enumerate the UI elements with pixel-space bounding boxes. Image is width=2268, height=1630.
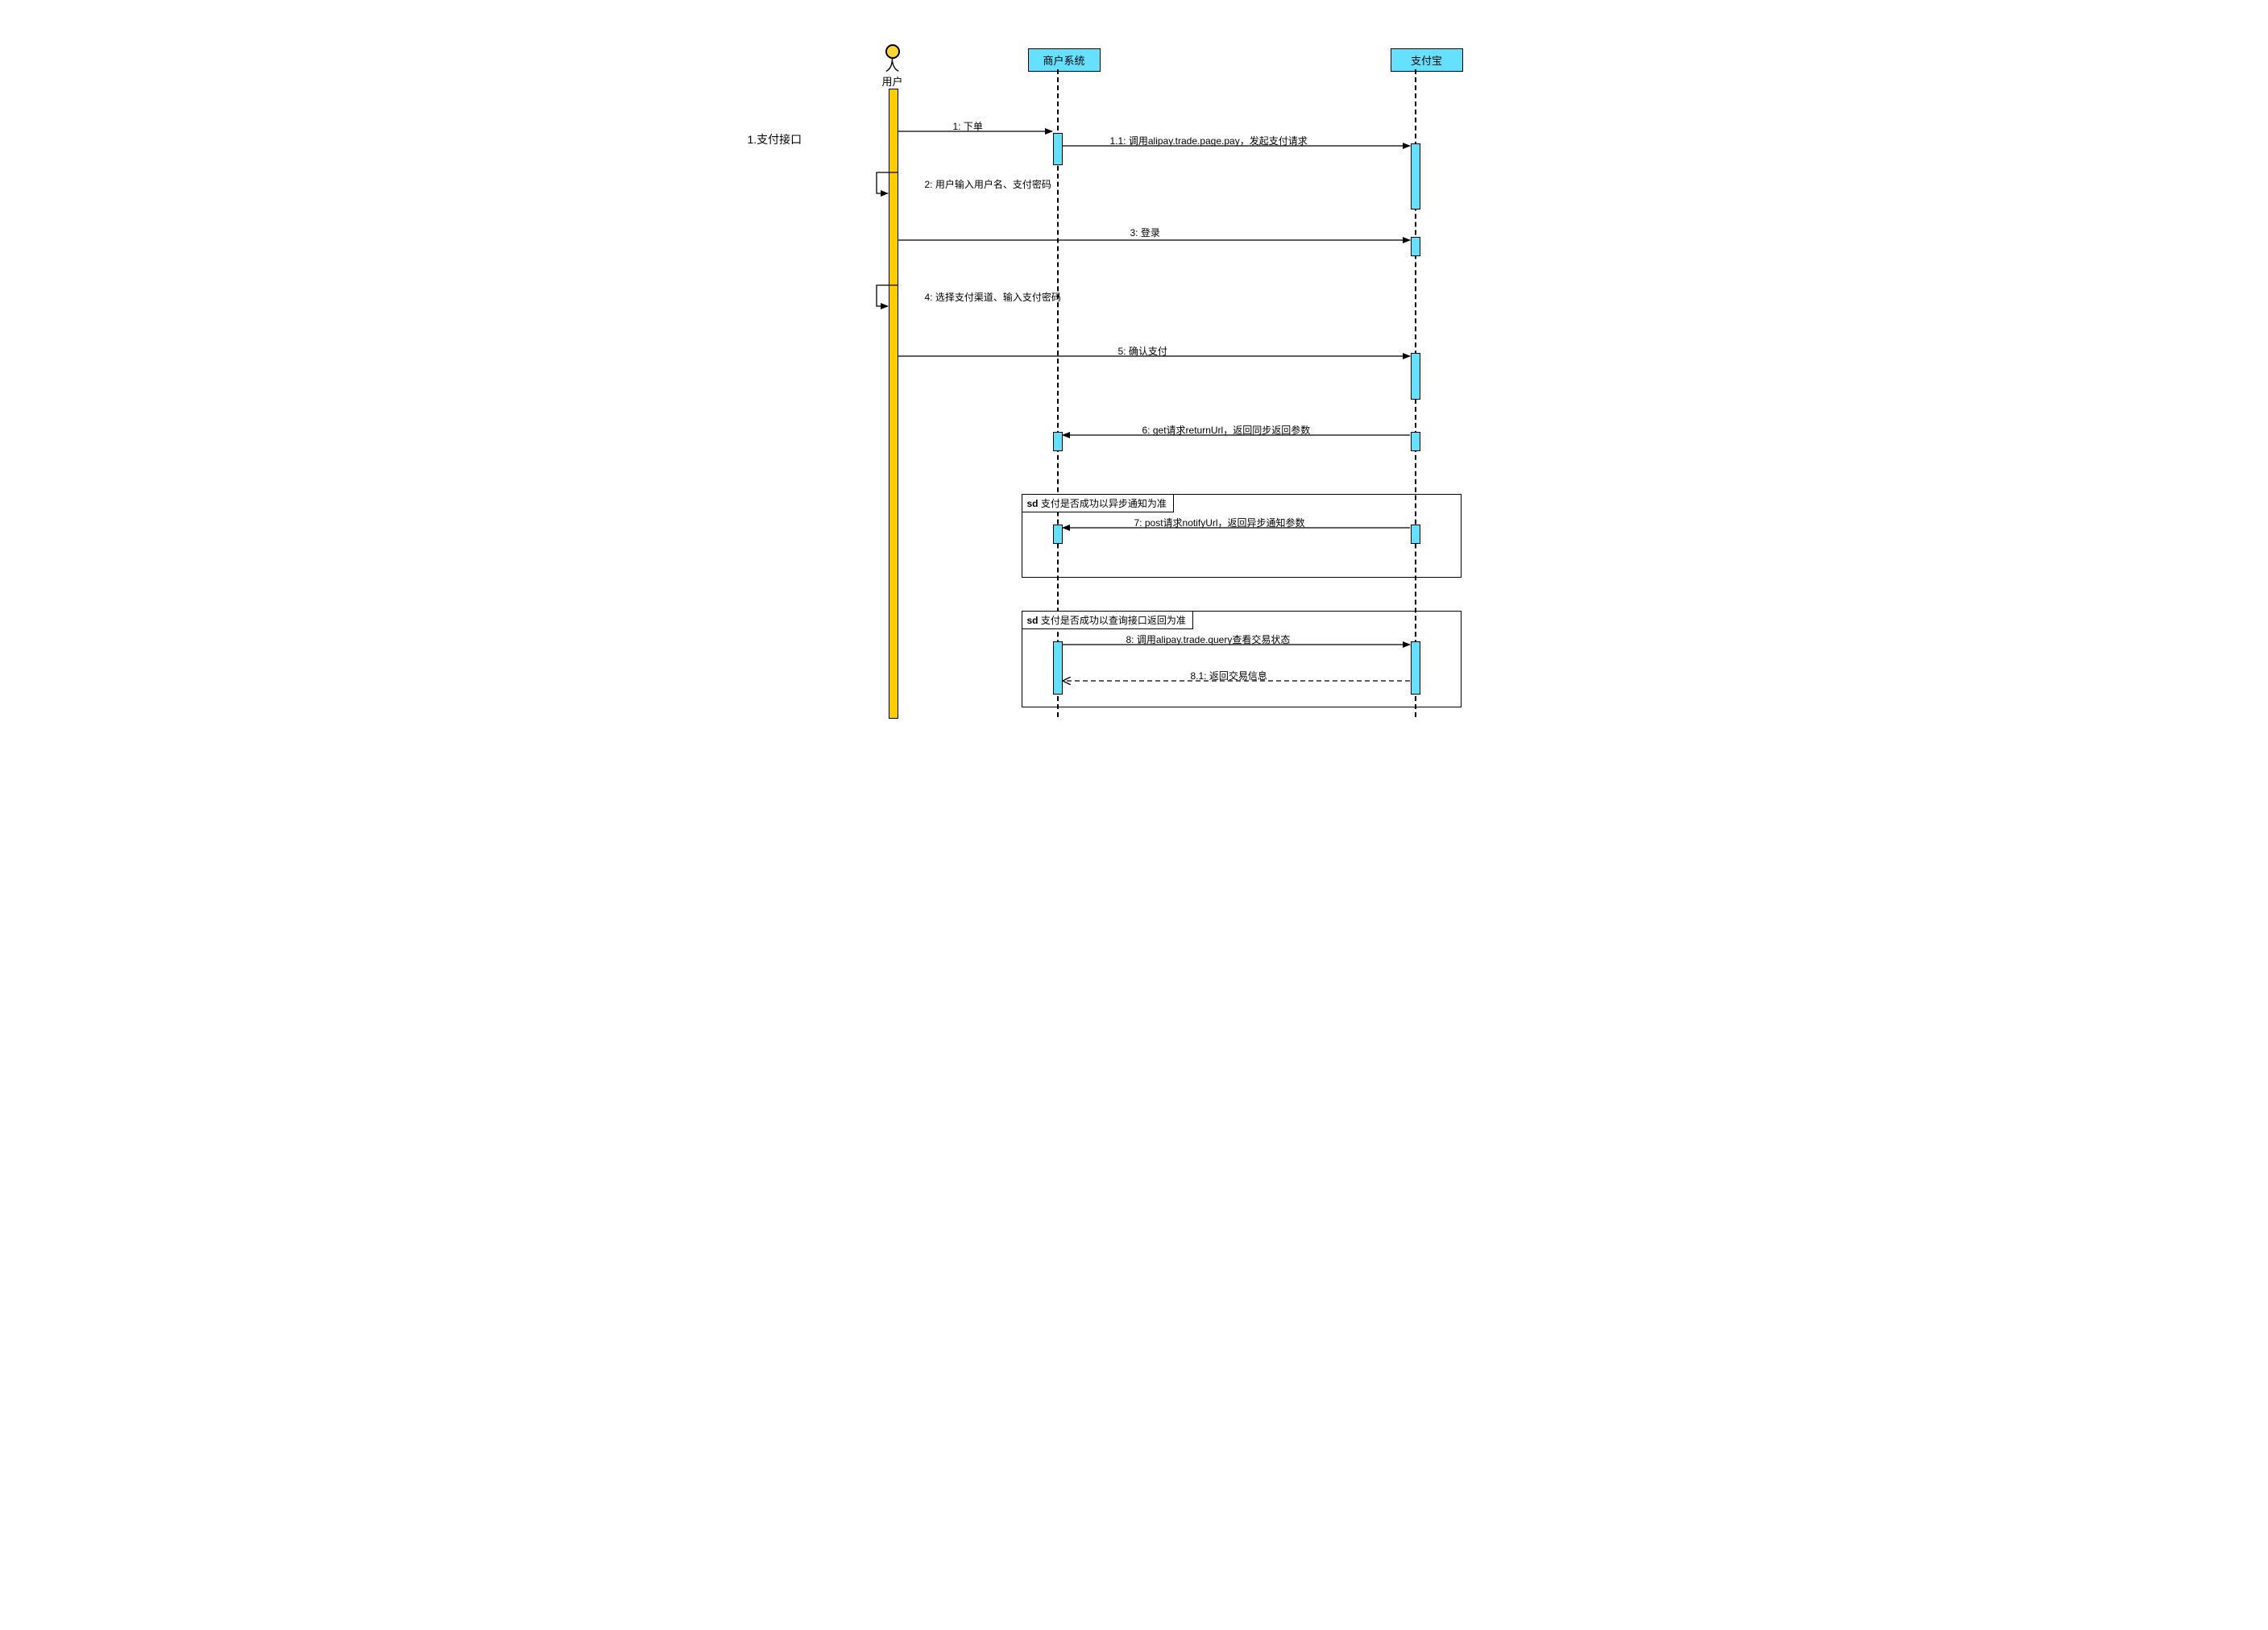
fragment-sd1-text: 支付是否成功以异步通知为准 bbox=[1041, 498, 1167, 509]
msg-7-label: 7: post请求notifyUrl，返回异步通知参数 bbox=[1134, 516, 1305, 529]
section-title: 1.支付接口 bbox=[748, 131, 802, 147]
msg-5-label: 5: 确认支付 bbox=[1118, 344, 1167, 358]
msg-8-label: 8: 调用alipay.trade.query查看交易状态 bbox=[1126, 633, 1291, 646]
participant-merchant-label: 商户系统 bbox=[1043, 55, 1084, 67]
participant-merchant: 商户系统 bbox=[1028, 48, 1101, 72]
participant-alipay: 支付宝 bbox=[1391, 48, 1463, 72]
actor-user-label: 用户 bbox=[881, 73, 905, 89]
activation-merchant-1 bbox=[1053, 133, 1063, 165]
msg-8-1-label: 8.1: 返回交易信息 bbox=[1191, 669, 1267, 682]
msg-2-label: 2: 用户输入用户名、支付密码 bbox=[925, 177, 1051, 191]
fragment-sd2: sd 支付是否成功以查询接口返回为准 bbox=[1022, 611, 1462, 707]
sequence-diagram: 1.支付接口 人 用户 商户系统 支付宝 sd 支付是否成功以异步通知为准 sd… bbox=[635, 0, 1634, 725]
activation-alipay-1 bbox=[1411, 143, 1420, 209]
actor-body-icon: 人 bbox=[881, 59, 905, 73]
activation-merchant-2 bbox=[1053, 432, 1063, 451]
activation-alipay-3 bbox=[1411, 353, 1420, 400]
msg-3-label: 3: 登录 bbox=[1130, 226, 1160, 239]
lifeline-user-activation bbox=[889, 89, 898, 719]
fragment-sd1: sd 支付是否成功以异步通知为准 bbox=[1022, 494, 1462, 578]
actor-head-icon bbox=[885, 44, 900, 59]
msg-1-label: 1: 下单 bbox=[953, 119, 983, 133]
fragment-sd2-text: 支付是否成功以查询接口返回为准 bbox=[1041, 615, 1186, 626]
msg-6-label: 6: get请求returnUrl，返回同步返回参数 bbox=[1142, 423, 1311, 437]
msg-4-label: 4: 选择支付渠道、输入支付密码 bbox=[925, 290, 1061, 304]
actor-user: 人 用户 bbox=[881, 44, 905, 89]
fragment-sd1-label: sd 支付是否成功以异步通知为准 bbox=[1022, 495, 1174, 512]
activation-alipay-2 bbox=[1411, 237, 1420, 256]
msg-1-1-label: 1.1: 调用alipay.trade.page.pay，发起支付请求 bbox=[1110, 134, 1308, 147]
participant-alipay-label: 支付宝 bbox=[1411, 55, 1442, 67]
fragment-sd2-label: sd 支付是否成功以查询接口返回为准 bbox=[1022, 612, 1193, 629]
fragment-sd1-prefix: sd bbox=[1027, 498, 1039, 509]
activation-alipay-4 bbox=[1411, 432, 1420, 451]
fragment-sd2-prefix: sd bbox=[1027, 615, 1039, 626]
